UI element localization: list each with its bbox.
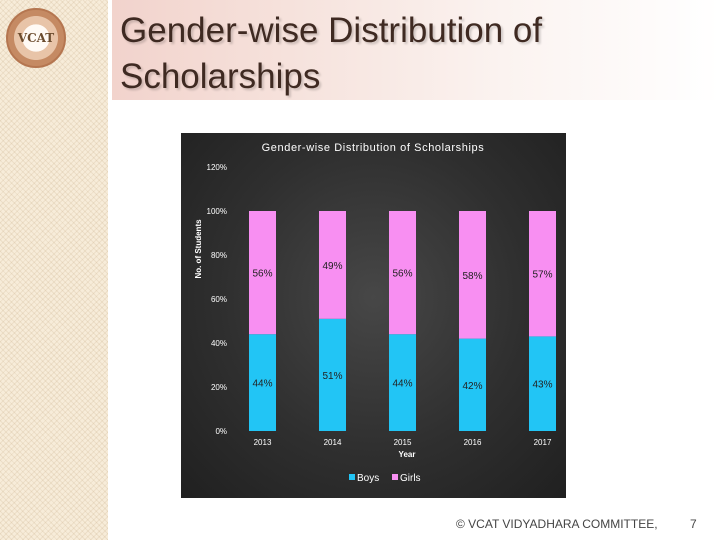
data-label-girls: 57%: [532, 270, 552, 281]
x-tick-label: 2016: [464, 438, 482, 447]
bar-boys: [459, 338, 486, 431]
legend-swatch-boys: [349, 474, 355, 480]
x-tick-label: 2013: [254, 438, 272, 447]
data-label-girls: 58%: [462, 271, 482, 282]
bar-girls: [529, 211, 556, 337]
logo-text: VCAT: [17, 31, 55, 45]
slide-title: Gender-wise Distribution of Scholarships: [120, 11, 543, 96]
data-label-girls: 49%: [322, 261, 342, 272]
y-tick-label: 100%: [207, 207, 227, 216]
data-label-boys: 44%: [252, 379, 272, 390]
bar-boys: [249, 334, 276, 431]
data-label-boys: 51%: [322, 371, 342, 382]
vcat-logo: VCAT: [6, 8, 66, 68]
header-band: [0, 0, 720, 100]
bar-girls: [389, 211, 416, 335]
bar-boys: [319, 318, 346, 431]
y-axis-label: No. of Students: [194, 219, 203, 279]
bar-boys: [389, 334, 416, 431]
bar-girls: [319, 211, 346, 319]
y-tick-label: 40%: [211, 339, 227, 348]
legend-label-boys: Boys: [357, 473, 379, 484]
footer-text: © VCAT VIDYADHARA COMMITTEE,: [456, 517, 658, 531]
bar-girls: [459, 211, 486, 339]
stacked-bar-chart: Gender-wise Distribution of Scholarships…: [194, 142, 556, 484]
data-label-boys: 44%: [392, 379, 412, 390]
y-tick-label: 120%: [207, 163, 227, 172]
y-tick-label: 0%: [215, 427, 227, 436]
x-axis-label: Year: [399, 450, 416, 459]
legend-label-girls: Girls: [400, 473, 421, 484]
x-tick-label: 2015: [394, 438, 412, 447]
data-label-boys: 42%: [462, 381, 482, 392]
chart-title: Gender-wise Distribution of Scholarships: [262, 142, 485, 154]
page-number: 7: [690, 517, 697, 531]
data-label-girls: 56%: [392, 269, 412, 280]
y-tick-label: 60%: [211, 295, 227, 304]
y-tick-label: 80%: [211, 251, 227, 260]
legend-swatch-girls: [392, 474, 398, 480]
header-divider: [108, 0, 112, 100]
x-tick-label: 2014: [324, 438, 342, 447]
bar-boys: [529, 336, 556, 431]
x-tick-label: 2017: [534, 438, 552, 447]
y-tick-label: 20%: [211, 383, 227, 392]
data-label-boys: 43%: [532, 380, 552, 391]
chart-container: Gender-wise Distribution of Scholarships…: [181, 133, 566, 498]
side-pattern-strip: [0, 0, 108, 540]
data-label-girls: 56%: [252, 269, 272, 280]
bar-girls: [249, 211, 276, 335]
